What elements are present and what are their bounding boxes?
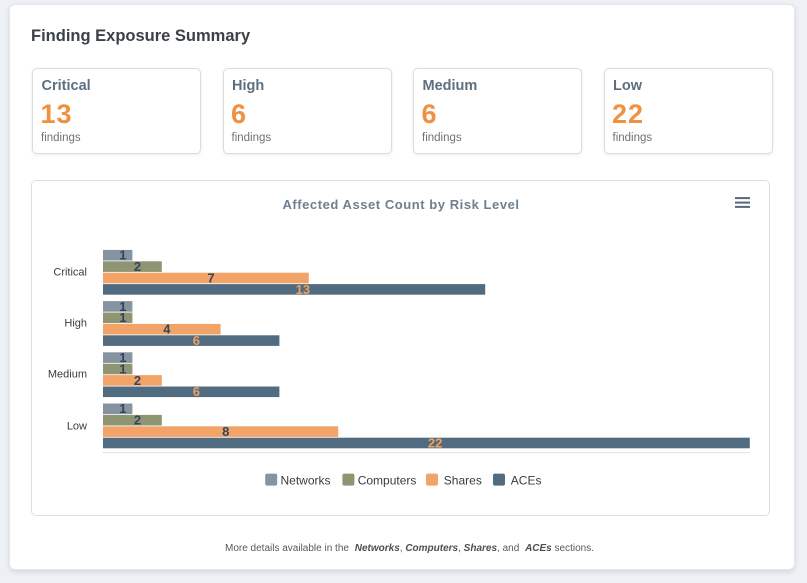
svg-text:Computers: Computers — [358, 474, 417, 488]
svg-text:2: 2 — [134, 413, 141, 428]
svg-text:Affected Asset Count by Risk L: Affected Asset Count by Risk Level — [282, 197, 519, 212]
svg-text:High: High — [64, 318, 87, 330]
svg-text:6: 6 — [193, 333, 200, 348]
svg-text:1: 1 — [119, 248, 126, 263]
svg-text:Medium: Medium — [48, 369, 87, 381]
svg-text:13: 13 — [296, 282, 310, 297]
svg-text:ACEs: ACEs — [511, 474, 542, 488]
svg-text:1: 1 — [119, 361, 126, 376]
svg-text:1: 1 — [119, 350, 126, 365]
svg-text:7: 7 — [207, 270, 214, 285]
svg-text:Low: Low — [67, 421, 87, 433]
svg-text:8: 8 — [222, 424, 229, 439]
svg-text:2: 2 — [134, 259, 141, 274]
svg-text:Critical: Critical — [53, 267, 87, 279]
svg-text:6: 6 — [193, 384, 200, 399]
svg-text:Networks: Networks — [281, 474, 331, 488]
svg-text:1: 1 — [119, 401, 126, 416]
svg-text:4: 4 — [163, 322, 171, 337]
svg-text:22: 22 — [428, 435, 442, 450]
svg-text:1: 1 — [119, 299, 126, 314]
svg-text:2: 2 — [134, 373, 141, 388]
svg-text:Shares: Shares — [444, 474, 482, 488]
svg-text:1: 1 — [119, 310, 126, 325]
